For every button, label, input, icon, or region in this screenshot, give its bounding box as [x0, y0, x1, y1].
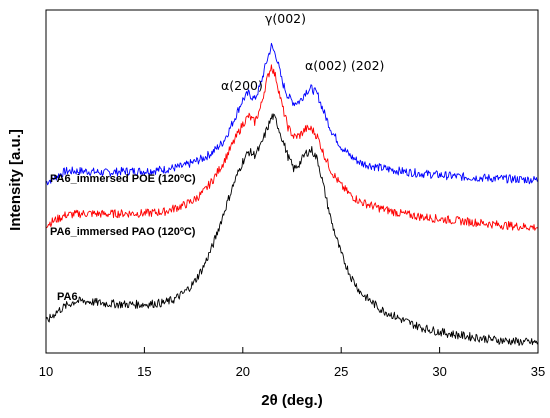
series-label-pao: PA6_immersed PAO (120ºC)	[50, 226, 196, 238]
y-axis-title: Intensity [a.u.]	[7, 129, 24, 231]
x-axis-title: 2θ (deg.)	[261, 392, 322, 409]
x-tick-label: 15	[137, 364, 151, 379]
x-tick-label: 10	[39, 364, 53, 379]
series-line-pao	[45, 64, 539, 231]
x-tick-label: 25	[334, 364, 348, 379]
series-layer	[45, 42, 539, 346]
x-tick-label: 35	[531, 364, 545, 379]
plot-frame	[45, 9, 539, 354]
x-axis-ticks: 10 15 20 25 30 35	[39, 347, 545, 379]
peak-label-alpha-200: α(200)	[221, 78, 263, 93]
x-tick-label: 20	[236, 364, 250, 379]
series-line-pa6	[45, 113, 539, 346]
peak-label-alpha-002-202: α(002) (202)	[305, 58, 384, 73]
series-label-poe: PA6_immersed POE (120ºC)	[50, 173, 196, 185]
series-label-pa6: PA6	[57, 291, 78, 303]
series-line-poe	[45, 42, 539, 186]
x-tick-label: 30	[432, 364, 446, 379]
peak-label-gamma-002: γ(002)	[265, 11, 306, 26]
